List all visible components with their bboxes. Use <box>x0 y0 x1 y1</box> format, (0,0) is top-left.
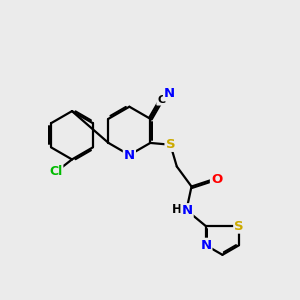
Text: O: O <box>211 173 222 186</box>
Text: N: N <box>182 204 193 217</box>
Text: S: S <box>166 138 175 151</box>
Text: H: H <box>172 203 182 216</box>
Text: Cl: Cl <box>49 165 62 178</box>
Text: N: N <box>164 87 175 100</box>
Text: N: N <box>124 148 135 161</box>
Text: N: N <box>200 239 211 252</box>
Text: S: S <box>234 220 244 232</box>
Text: C: C <box>157 95 165 105</box>
